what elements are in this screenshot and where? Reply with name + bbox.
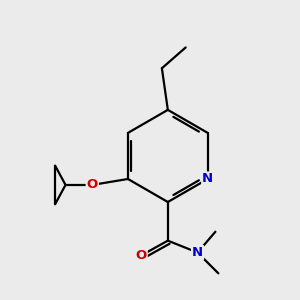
Text: N: N (202, 172, 213, 185)
Text: O: O (87, 178, 98, 191)
Text: O: O (136, 249, 147, 262)
Text: N: N (192, 246, 203, 259)
